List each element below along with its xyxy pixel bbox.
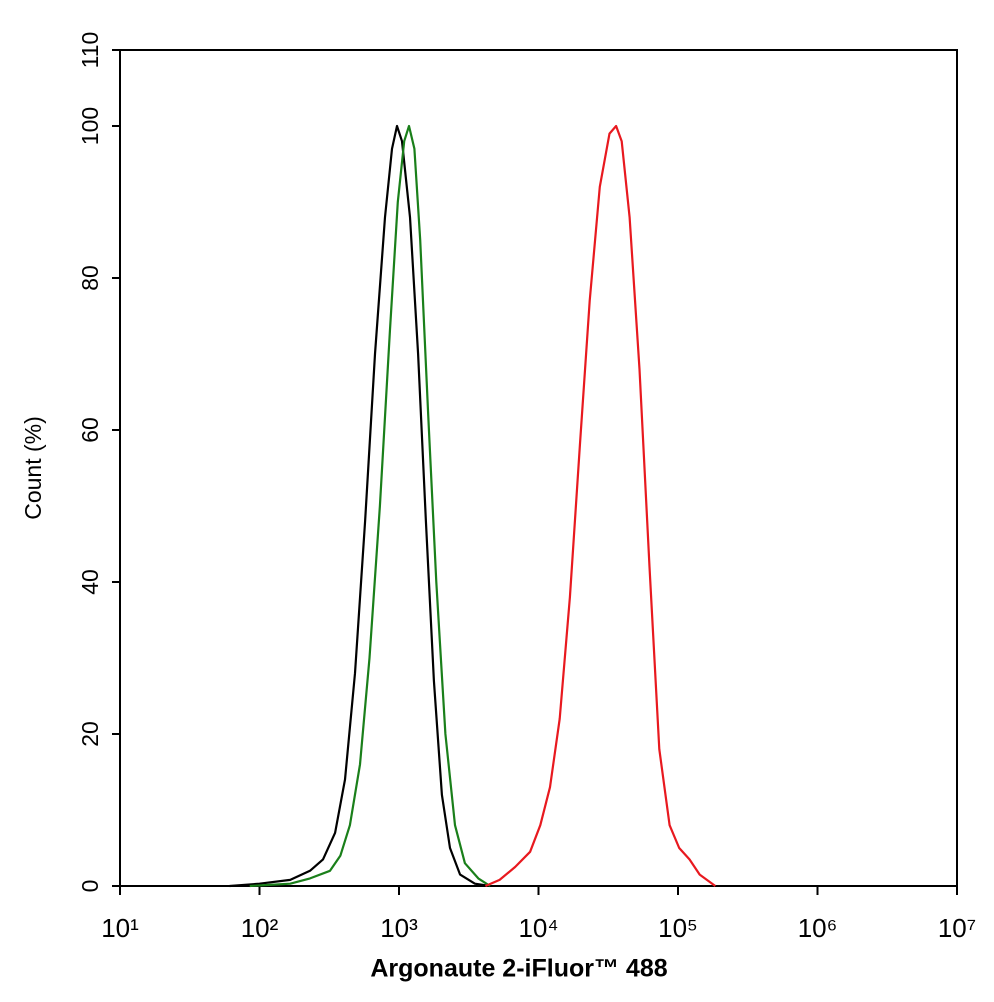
x-tick-label: 10⁷ bbox=[938, 913, 976, 943]
x-tick-label: 10² bbox=[241, 913, 279, 943]
histogram-line bbox=[229, 124, 491, 888]
y-tick-label: 0 bbox=[77, 880, 103, 893]
x-tick-label: 10⁴ bbox=[518, 913, 558, 943]
x-tick-label: 10¹ bbox=[101, 913, 139, 943]
y-tick-label: 60 bbox=[77, 417, 103, 443]
histogram-line bbox=[484, 124, 716, 888]
x-tick-label: 10³ bbox=[380, 913, 418, 943]
histogram-line bbox=[249, 124, 491, 888]
y-tick-label: 40 bbox=[77, 569, 103, 595]
y-tick-label: 80 bbox=[77, 265, 103, 291]
y-tick-label: 100 bbox=[77, 107, 103, 145]
y-tick-label: 20 bbox=[77, 721, 103, 747]
x-tick-label: 10⁵ bbox=[658, 913, 698, 943]
plot-frame bbox=[119, 49, 958, 887]
x-axis-title: Argonaute 2-iFluor™ 488 bbox=[370, 955, 667, 983]
y-axis-title: Count (%) bbox=[20, 416, 46, 520]
x-tick-label: 10⁶ bbox=[798, 913, 838, 943]
y-tick-label: 110 bbox=[77, 32, 103, 69]
